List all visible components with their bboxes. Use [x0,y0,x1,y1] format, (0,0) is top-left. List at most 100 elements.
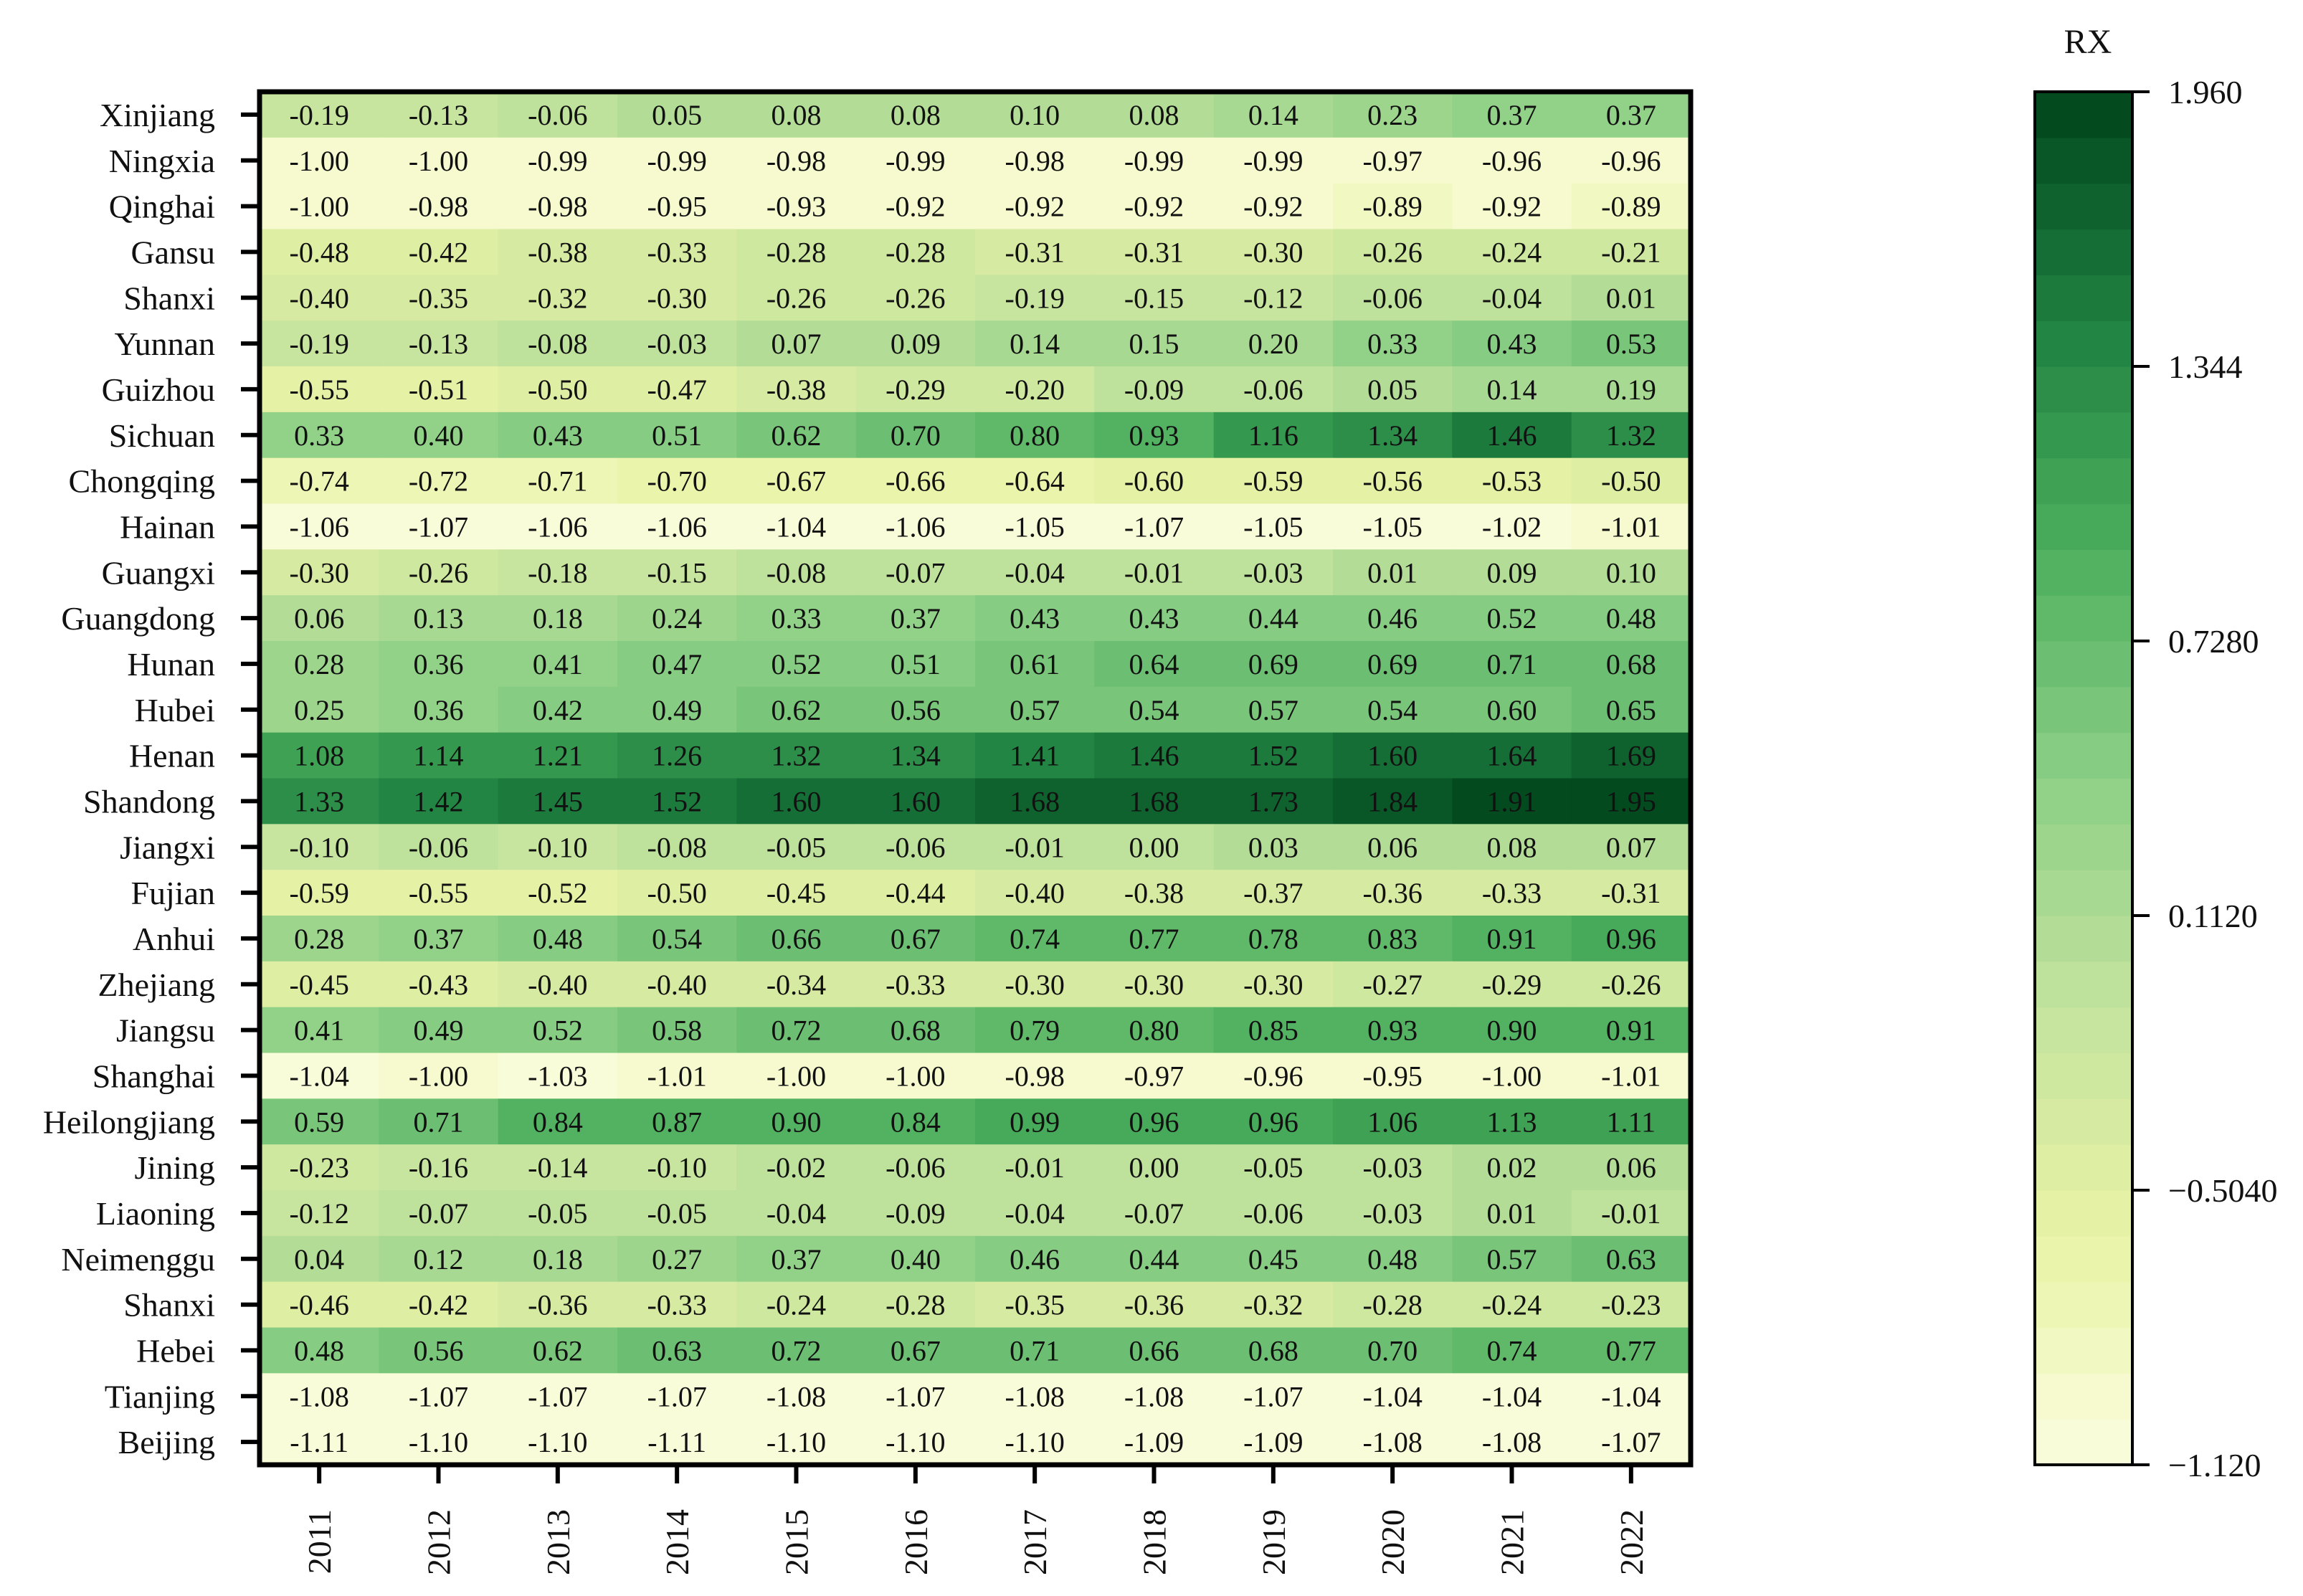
heatmap-cell [260,778,379,825]
heatmap-cell [1213,1007,1334,1054]
heatmap-cell [1571,1281,1691,1329]
y-tick-label: Guangxi [102,554,215,591]
y-tick-label: Beijing [118,1424,215,1460]
cell-value-label: -0.13 [409,99,468,131]
cell-value-label: 0.96 [1129,1106,1179,1138]
cell-value-label: 0.13 [414,602,464,635]
colorbar-band [2035,137,2132,184]
heatmap-cell [617,412,737,459]
heatmap-cell [736,641,857,688]
y-tick-label: Jiangxi [120,829,215,865]
heatmap-cell [975,229,1095,275]
heatmap-cell [1571,595,1691,642]
cell-value-label: 1.46 [1129,740,1179,772]
cell-value-label: -0.99 [1124,145,1184,177]
heatmap-cell [1094,503,1215,550]
cell-value-label: 0.25 [294,694,344,726]
heatmap-cell [855,229,976,275]
cell-value-label: -1.04 [1601,1380,1661,1412]
cell-value-label: 0.43 [1487,328,1537,360]
heatmap-cell [1571,778,1691,825]
heatmap-cell [736,595,857,642]
heatmap-cell [617,92,737,138]
cell-value-label: -0.18 [528,556,587,589]
heatmap-cell [1333,641,1453,688]
heatmap-cell [975,1098,1095,1145]
cell-value-label: -0.66 [885,465,945,498]
cell-value-label: -0.43 [409,969,468,1001]
cell-value-label: 0.90 [771,1106,822,1138]
heatmap-cell [1094,183,1215,230]
colorbar-band [2035,183,2132,230]
heatmap-cell [1333,275,1453,321]
heatmap-cell [617,183,737,230]
heatmap-cell [975,137,1095,184]
heatmap-cell [498,870,618,916]
cell-value-label: -1.06 [528,510,587,543]
cell-value-label: -1.07 [885,1380,945,1412]
heatmap-cell [1213,1053,1334,1099]
heatmap-cell [260,870,379,916]
cell-value-label: 0.93 [1367,1015,1418,1047]
cell-value-label: -0.30 [1005,969,1065,1001]
cell-value-label: -0.40 [1005,877,1065,909]
cell-value-label: -0.07 [409,1197,468,1230]
cell-value-label: 0.41 [533,648,583,680]
cell-value-label: -1.09 [1124,1426,1184,1458]
heatmap-cell [379,1053,499,1099]
colorbar-band [2035,778,2132,825]
heatmap-cell [855,275,976,321]
cell-value-label: 0.90 [1487,1015,1537,1047]
heatmap-cell [1213,1235,1334,1283]
cell-value-label: -0.05 [647,1197,707,1230]
cell-value-label: 0.66 [771,923,822,955]
heatmap-cell [736,1190,857,1237]
heatmap-cell [617,1235,737,1283]
heatmap-cell [1333,503,1453,550]
heatmap-cell [379,503,499,550]
heatmap-cell [975,595,1095,642]
cell-value-label: 0.56 [414,1334,464,1367]
heatmap-cell [617,1098,737,1145]
cell-value-label: -0.31 [1601,877,1661,909]
cell-value-label: 0.36 [414,648,464,680]
heatmap-cell [1452,412,1572,459]
y-tick-label: Shandong [83,783,215,820]
cell-value-label: -0.24 [766,1289,826,1321]
cell-value-label: -0.96 [1243,1060,1303,1092]
heatmap-cell [617,1373,737,1420]
cell-value-label: 0.37 [771,1243,822,1276]
heatmap-cell [1333,549,1453,596]
heatmap-cell [1094,320,1215,367]
cell-value-label: -0.06 [409,831,468,863]
heatmap-cell [975,1053,1095,1099]
heatmap-cell [379,870,499,916]
y-tick-label: Shanghai [92,1058,215,1094]
y-tick-label: Hainan [120,508,215,545]
cell-value-label: 1.08 [294,740,344,772]
cell-value-label: -0.36 [528,1289,587,1321]
cell-value-label: -1.01 [1601,1060,1661,1092]
heatmap-cell [736,824,857,870]
heatmap-cell [1094,1281,1215,1329]
x-tick-label: 2020 [1374,1509,1411,1575]
cell-value-label: -1.04 [1482,1380,1542,1412]
heatmap-cell [1452,320,1572,367]
cell-value-label: -1.05 [1005,510,1065,543]
x-tick-label: 2013 [540,1509,576,1575]
heatmap-cell [1452,732,1572,779]
heatmap-cell [736,870,857,916]
heatmap-cell [1094,1235,1215,1283]
heatmap-cell [498,732,618,779]
cell-value-label: -1.11 [290,1426,348,1458]
heatmap-cell [1333,92,1453,138]
cell-value-label: 0.45 [1248,1243,1298,1276]
cell-value-label: -0.06 [885,831,945,863]
heatmap-cell [736,778,857,825]
cell-value-label: -0.27 [1363,969,1423,1001]
cell-value-label: -1.09 [1243,1426,1303,1458]
cell-value-label: -0.67 [766,465,826,498]
cell-value-label: 1.68 [1010,785,1060,817]
heatmap-cell [617,961,737,1008]
heatmap-cell [498,1144,618,1191]
